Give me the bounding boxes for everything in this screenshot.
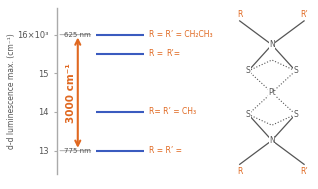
Text: R = R’ = CH₂CH₃: R = R’ = CH₂CH₃	[149, 30, 213, 39]
Text: S: S	[293, 110, 298, 119]
Text: N: N	[269, 40, 275, 49]
Text: R= R’ = CH₃: R= R’ = CH₃	[149, 108, 196, 116]
Text: Pt: Pt	[268, 88, 276, 97]
Text: S: S	[246, 66, 251, 75]
Text: S: S	[293, 66, 298, 75]
Text: R’=: R’=	[166, 50, 180, 58]
Text: R: R	[237, 167, 242, 176]
Text: N: N	[269, 136, 275, 145]
Y-axis label: d-d luminescence max. (cm⁻¹): d-d luminescence max. (cm⁻¹)	[7, 33, 16, 149]
Text: R =: R =	[149, 50, 163, 58]
Text: R = R’ =: R = R’ =	[149, 146, 182, 155]
Text: R’: R’	[300, 10, 308, 19]
Text: S: S	[246, 110, 251, 119]
Text: R: R	[237, 10, 242, 19]
Text: R’: R’	[300, 167, 308, 176]
Text: 775 nm: 775 nm	[64, 148, 91, 154]
Text: 625 nm: 625 nm	[64, 32, 91, 38]
Text: 3000 cm⁻¹: 3000 cm⁻¹	[66, 63, 76, 122]
